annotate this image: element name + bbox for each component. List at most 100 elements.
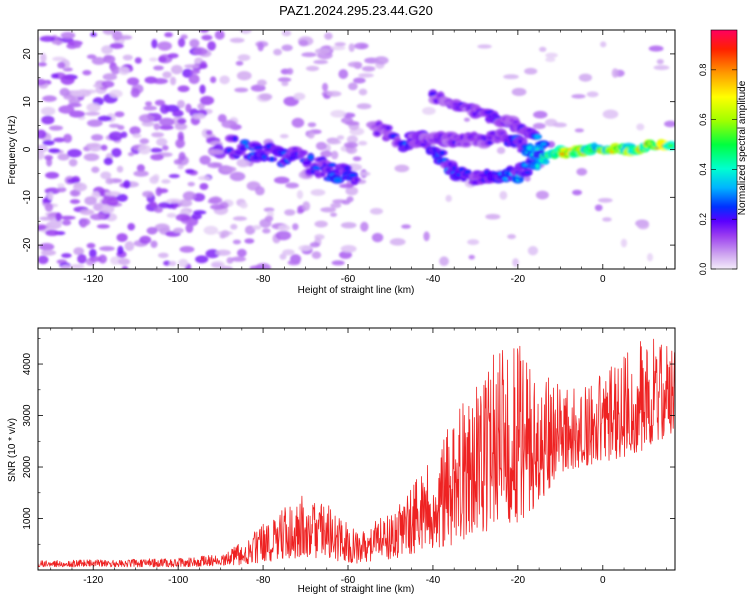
spectrogram-noise-blob <box>313 59 329 65</box>
snr-x-tick-label: -40 <box>426 575 441 586</box>
spectrogram-noise-blob <box>145 101 153 106</box>
spectrogram-noise-blob <box>574 128 585 133</box>
spectrogram-noise-blob <box>169 76 177 86</box>
spectrogram-noise-blob <box>217 114 227 123</box>
spectrogram-signal-core <box>269 156 275 162</box>
spectrogram-noise-blob <box>207 162 222 169</box>
spectrogram-signal-core <box>312 166 321 170</box>
spectrogram-noise-blob <box>485 213 501 220</box>
spectrogram-noise-blob <box>602 109 619 119</box>
spectrogram-noise-blob <box>293 92 306 101</box>
spectrogram-noise-blob <box>139 235 152 244</box>
spectrogram-noise-blob <box>477 44 492 49</box>
colorbar-tick-label: 0.2 <box>698 213 708 226</box>
spectrogram-noise-blob <box>116 165 124 173</box>
spectrogram-noise-blob <box>210 204 226 210</box>
spectrogram-noise-blob <box>158 56 167 63</box>
colorbar-ticks: 0.0 0.2 0.4 0.6 0.8 <box>698 64 737 275</box>
spectrogram-noise-blob <box>105 178 115 185</box>
spectrogram-signal-core <box>348 173 357 178</box>
spectrogram-noise-blob <box>50 73 59 79</box>
spectrogram-noise-blob <box>129 126 141 135</box>
spectrogram-noise-blob <box>190 69 201 75</box>
spectrogram-noise-blob <box>250 84 266 92</box>
spectrogram-noise-blob <box>334 42 346 47</box>
spectrogram-noise-blob <box>177 85 190 93</box>
spectrogram-noise-blob <box>68 158 78 167</box>
spectrogram-noise-blob <box>257 42 264 52</box>
spectrogram-noise-blob <box>91 56 106 65</box>
snr-y-tick-label: 3000 <box>22 404 33 427</box>
spectrogram-noise-blob <box>307 122 317 128</box>
spectrogram-noise-blob <box>195 255 209 264</box>
spectrogram-noise-blob <box>91 134 104 141</box>
spectrogram-noise-blob <box>326 90 342 97</box>
spectrogram-noise-blob <box>163 260 171 266</box>
spectrogram-noise-blob <box>331 260 345 266</box>
spectrogram-noise-blob <box>136 164 145 172</box>
spectrogram-noise-blob <box>210 260 225 269</box>
spectrogram-x-tick-label: -40 <box>426 274 441 285</box>
spectrogram-noise-blob <box>139 138 150 145</box>
spectrogram-noise-blob <box>149 57 158 62</box>
spectrogram-noise-blob <box>499 190 508 200</box>
spectrogram-noise-blob <box>594 204 603 212</box>
snr-x-axis-label: Height of straight line (km) <box>298 584 415 595</box>
spectrogram-noise-blob <box>277 224 291 232</box>
spectrogram-noise-blob <box>298 245 312 252</box>
spectrogram-noise-blob <box>199 155 211 165</box>
spectrogram-noise-blob <box>467 239 480 246</box>
spectrogram-noise-blob <box>236 248 247 258</box>
spectrogram-signal-core <box>439 150 445 156</box>
spectrogram-noise-blob <box>315 141 327 151</box>
spectrogram-y-tick-label: 10 <box>22 96 33 108</box>
spectrogram-noise-blob <box>38 78 47 86</box>
spectrogram-noise-blob <box>532 122 546 130</box>
spectrogram-noise-blob <box>201 34 213 41</box>
spectrogram-noise-blob <box>389 238 406 246</box>
spectrogram-noise-blob <box>277 77 292 83</box>
spectrogram-noise-blob <box>137 144 151 155</box>
spectrogram-noise-blob <box>55 212 62 222</box>
spectrogram-y-tick-label: 0 <box>22 146 33 152</box>
spectrogram-noise-blob <box>101 45 113 55</box>
spectrogram-noise-blob <box>203 225 219 235</box>
spectrogram-noise-blob <box>86 119 103 127</box>
spectrogram-x-tick-label: -100 <box>168 274 188 285</box>
spectrogram-noise-blob <box>256 79 267 87</box>
spectrogram-noise-blob <box>188 74 200 85</box>
snr-y-tick-label: 2000 <box>22 455 33 478</box>
spectrogram-noise-blob <box>89 248 97 258</box>
spectrogram-x-tick-label: -20 <box>511 274 526 285</box>
spectrogram-noise-blob <box>197 103 206 110</box>
snr-y-axis-label: SNR (10 * v/v) <box>7 418 18 482</box>
spectrogram-noise-blob <box>143 105 157 111</box>
spectrogram-noise-blob <box>48 125 64 131</box>
spectrogram-noise-blob <box>103 157 113 166</box>
spectrogram-noise-blob <box>356 103 372 110</box>
spectrogram-noise-blob <box>296 190 304 200</box>
spectrogram-noise-blob <box>373 56 389 65</box>
spectrogram-noise-blob <box>214 30 225 40</box>
spectrogram-noise-blob <box>539 46 547 52</box>
spectrogram-noise-blob <box>159 104 170 114</box>
spectrogram-noise-blob <box>185 103 192 113</box>
spectrogram-noise-blob <box>198 175 211 181</box>
spectrogram-noise-blob <box>103 55 116 64</box>
spectrogram-noise-blob <box>572 189 583 196</box>
spectrogram-noise-blob <box>123 180 131 189</box>
spectrogram-noise-blob <box>576 168 588 176</box>
spectrogram-noise-blob <box>109 42 124 49</box>
spectrogram-noise-blob <box>42 140 55 146</box>
spectrogram-noise-blob <box>166 198 182 204</box>
spectrogram-noise-blob <box>310 189 326 196</box>
spectrogram-noise-blob <box>219 233 226 239</box>
spectrogram-noise-blob <box>173 159 183 165</box>
spectrogram-noise-blob <box>97 115 112 122</box>
spectrogram-noise-blob <box>114 111 125 118</box>
spectrogram-noise-blob <box>330 202 342 209</box>
spectrogram-noise-blob <box>232 239 241 245</box>
spectrogram-noise-blob <box>636 123 645 131</box>
spectrogram-signal-core <box>320 172 325 176</box>
spectrogram-noise-blob <box>199 30 210 33</box>
